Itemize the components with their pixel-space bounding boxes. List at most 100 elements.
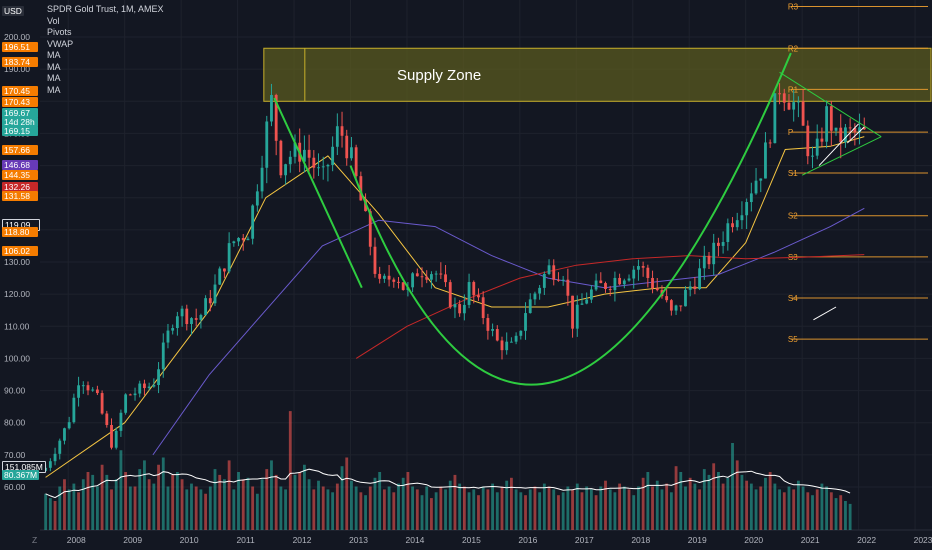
candle xyxy=(491,329,494,331)
candle xyxy=(749,193,753,203)
pivot-label: S1 xyxy=(788,169,798,178)
candle xyxy=(293,142,297,157)
candle xyxy=(853,128,857,133)
pivot-label: R1 xyxy=(788,85,799,94)
candle xyxy=(133,393,137,396)
candle xyxy=(528,299,532,314)
volume-bar xyxy=(759,486,763,530)
price-badge: 196.51 xyxy=(2,42,38,52)
trend-drawings[interactable] xyxy=(273,52,882,386)
volume-bar xyxy=(448,480,452,530)
volume-bar xyxy=(331,492,335,530)
candle xyxy=(128,394,132,396)
volume-bar xyxy=(298,472,302,530)
candle xyxy=(669,300,673,311)
volume-bar xyxy=(533,486,537,530)
volume-bar xyxy=(528,489,532,530)
candle xyxy=(768,142,772,144)
candle xyxy=(848,127,852,129)
volume-bar xyxy=(693,483,697,530)
volume-bar xyxy=(575,483,579,530)
supply-zone-label: Supply Zone xyxy=(397,67,481,84)
y-tick-label: 70.00 xyxy=(4,450,26,460)
volume-bar xyxy=(340,466,344,530)
candle xyxy=(166,330,170,343)
pivot-label: P xyxy=(788,128,793,137)
y-tick-label: 80.00 xyxy=(4,418,26,428)
time-axis[interactable]: 2008 2009 2010 2011 2012 2013 2014 2015 2016 2017… xyxy=(67,535,932,545)
volume-bar xyxy=(406,472,410,530)
z-icon[interactable]: Z xyxy=(32,535,38,545)
volume-bar xyxy=(768,472,772,530)
price-badge: 183.74 xyxy=(2,57,38,67)
x-tick-label: 2017 xyxy=(575,535,594,545)
volume-bar xyxy=(439,486,443,530)
volume-bar xyxy=(119,450,123,530)
candle xyxy=(223,268,226,272)
candle xyxy=(425,276,429,280)
volume-bar xyxy=(566,486,570,530)
candle xyxy=(152,384,156,387)
volume-bar xyxy=(138,469,142,530)
pivot-label: S4 xyxy=(788,294,798,303)
volume-bar xyxy=(726,477,730,530)
volume-bar xyxy=(444,489,447,530)
candle xyxy=(288,156,292,165)
candle xyxy=(218,268,222,285)
volume-bar xyxy=(72,483,76,530)
candle xyxy=(481,297,485,319)
volume-bar xyxy=(133,486,137,530)
legend-indicator[interactable]: Vol xyxy=(47,15,60,26)
candle xyxy=(773,93,777,144)
y-tick-label: 100.00 xyxy=(4,353,30,363)
legend-indicator[interactable]: MA xyxy=(47,73,61,83)
legend-title: SPDR Gold Trust, 1M, AMEX xyxy=(47,4,164,14)
candle xyxy=(368,211,372,247)
legend-indicator[interactable]: MA xyxy=(47,61,61,72)
candle xyxy=(86,385,90,391)
moving-average-line xyxy=(152,207,865,456)
candle xyxy=(655,288,659,291)
volume-bar xyxy=(382,489,386,530)
candle xyxy=(397,281,400,283)
volume-bar xyxy=(764,477,767,530)
price-badge: 170.45 xyxy=(2,86,38,96)
candle xyxy=(180,308,184,317)
candle xyxy=(641,266,645,268)
volume-bar xyxy=(655,480,659,530)
candle xyxy=(472,282,476,296)
volume-bar xyxy=(128,486,132,530)
volume-bar xyxy=(208,486,212,530)
x-tick-label: 2011 xyxy=(236,535,255,545)
candle xyxy=(566,279,570,296)
candle xyxy=(698,268,702,290)
candle xyxy=(533,293,537,300)
candle xyxy=(331,146,335,165)
x-tick-label: 2019 xyxy=(688,535,707,545)
candle xyxy=(674,305,678,311)
currency-badge[interactable]: USD xyxy=(2,6,24,16)
legend-indicator[interactable]: MA xyxy=(47,50,61,60)
y-tick-label: 90.00 xyxy=(4,386,26,396)
volume-bar xyxy=(293,474,297,530)
candle xyxy=(175,316,179,329)
candle xyxy=(420,276,424,278)
legend-indicator[interactable]: VWAP xyxy=(47,38,74,49)
volume-bar xyxy=(745,480,749,530)
candle xyxy=(844,127,847,143)
volume-bar xyxy=(270,460,273,530)
volume-bar xyxy=(604,480,607,530)
supply-zone[interactable] xyxy=(263,47,932,102)
legend-indicator[interactable]: MA xyxy=(47,84,61,95)
candle xyxy=(265,121,269,168)
candle xyxy=(237,237,240,242)
volume-bar xyxy=(434,492,438,530)
volume-bar xyxy=(481,486,485,530)
volume-bar xyxy=(190,483,193,530)
volume-bar xyxy=(53,501,57,530)
candle xyxy=(430,274,433,280)
volume-bar xyxy=(702,469,706,530)
legend-indicator[interactable]: Pivots xyxy=(47,27,72,37)
volume-bar xyxy=(538,492,542,530)
